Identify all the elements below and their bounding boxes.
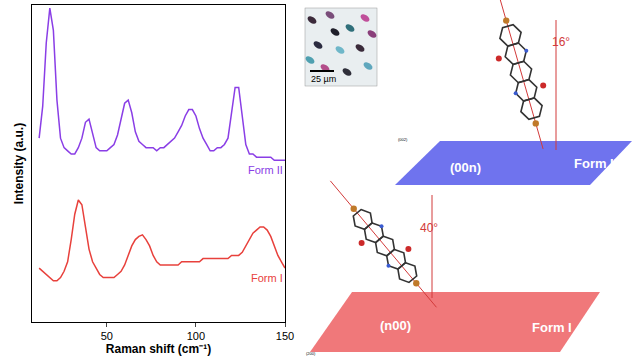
svg-text:50: 50 bbox=[101, 330, 113, 342]
svg-text:40°: 40° bbox=[420, 221, 438, 235]
svg-text:(00n): (00n) bbox=[450, 160, 481, 175]
svg-text:Form II: Form II bbox=[248, 164, 283, 176]
svg-text:(002): (002) bbox=[398, 137, 408, 142]
svg-text:(200): (200) bbox=[306, 351, 316, 356]
svg-text:Intensity (a.u.): Intensity (a.u.) bbox=[12, 123, 26, 204]
svg-text:Form I: Form I bbox=[251, 272, 283, 284]
svg-text:25 µm: 25 µm bbox=[311, 74, 336, 84]
svg-text:16°: 16° bbox=[552, 35, 570, 49]
svg-text:150: 150 bbox=[276, 330, 294, 342]
svg-text:Form II: Form II bbox=[574, 156, 617, 171]
svg-text:100: 100 bbox=[187, 330, 205, 342]
svg-text:Form I: Form I bbox=[532, 320, 572, 335]
svg-text:Raman shift (cm⁻¹): Raman shift (cm⁻¹) bbox=[106, 342, 211, 356]
svg-text:(n00): (n00) bbox=[380, 318, 411, 333]
